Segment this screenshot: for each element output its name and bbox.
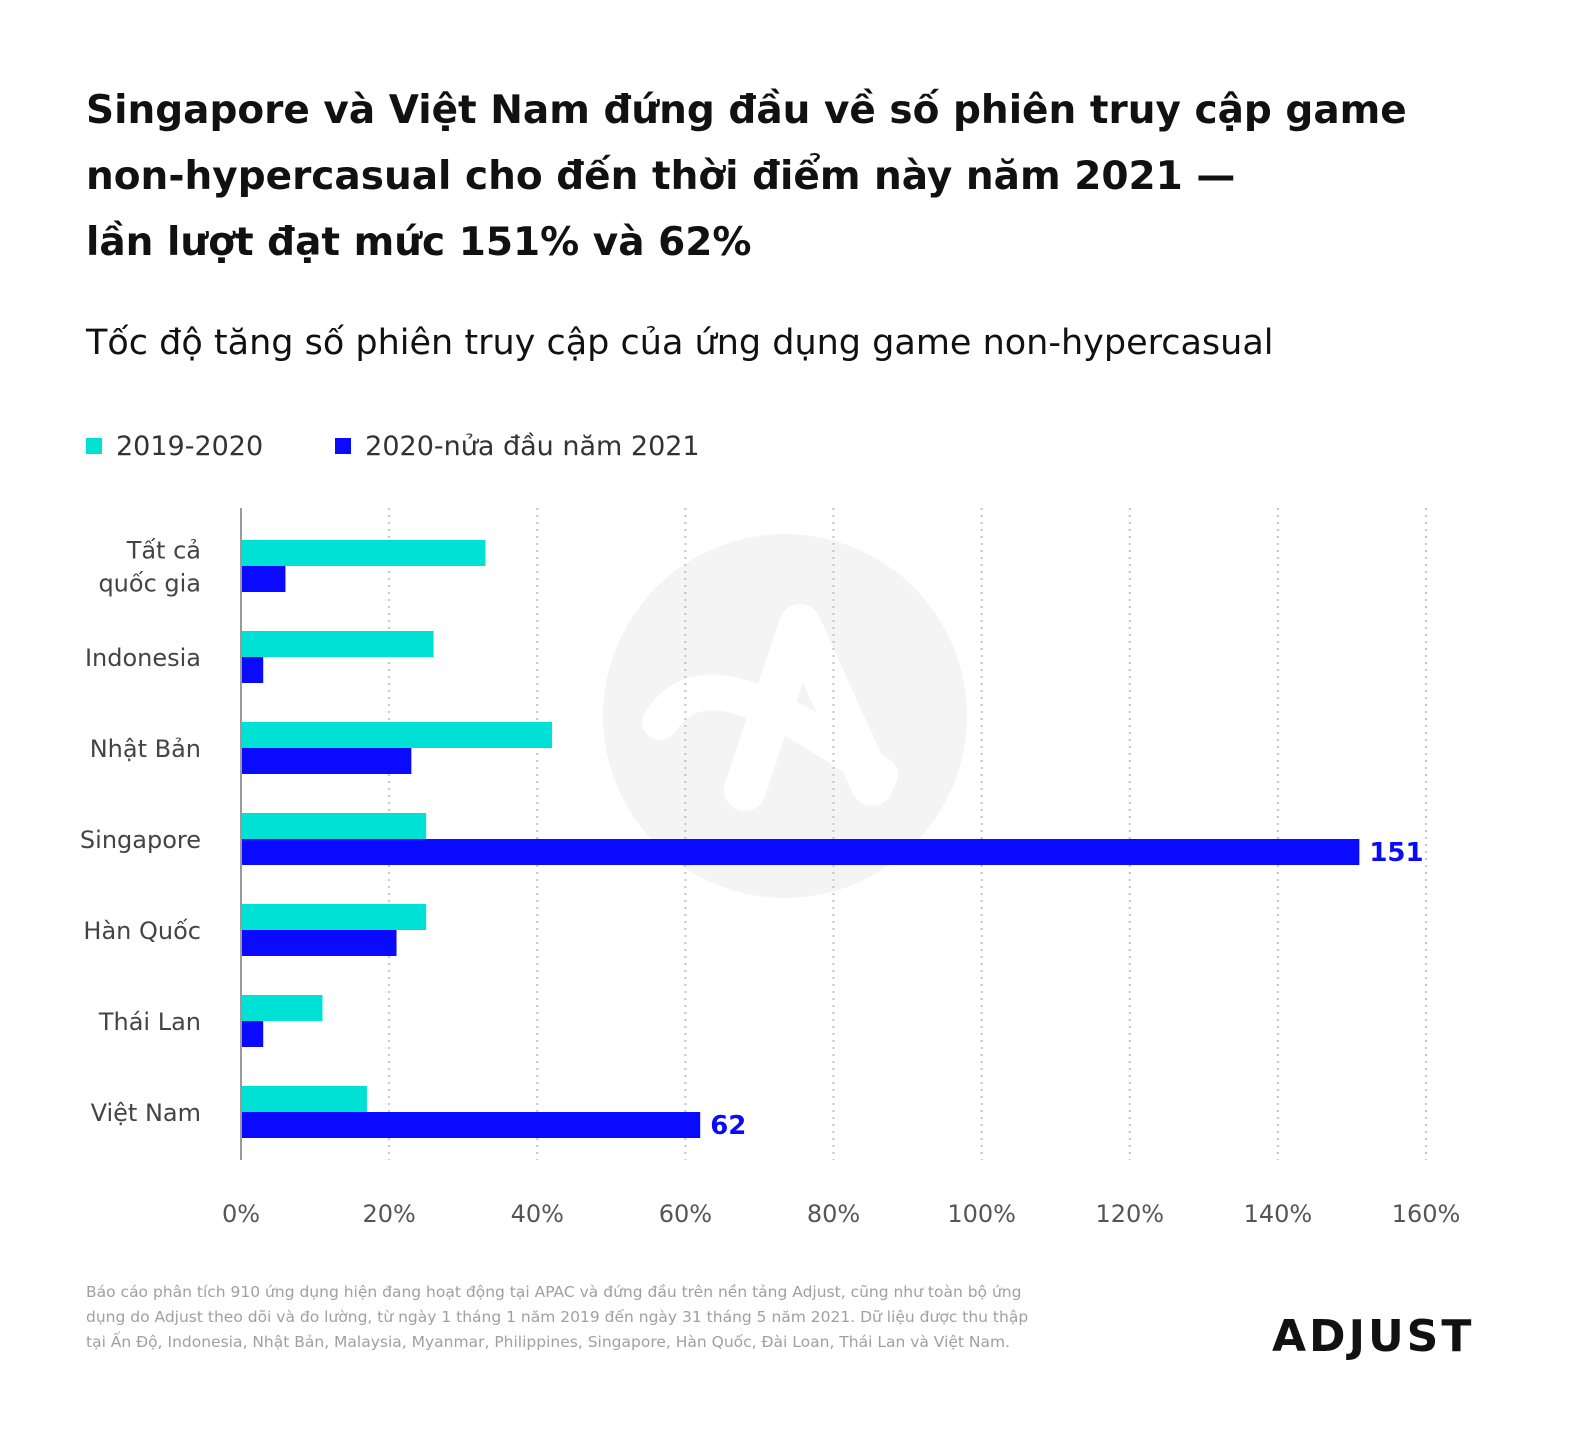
footnote: Báo cáo phân tích 910 ứng dụng hiện đang… [86, 1280, 1096, 1355]
legend-item-2019-2020: 2019-2020 [86, 431, 263, 462]
brand-wordmark: ADJUST [1272, 1311, 1474, 1362]
legend-item-2020-2021: 2020-nửa đầu năm 2021 [335, 430, 700, 462]
x-tick-label: 140% [1244, 1200, 1313, 1228]
bars [242, 540, 1360, 1138]
category-label: Nhật Bản [90, 735, 201, 763]
watermark-logo [603, 534, 967, 898]
bar [242, 930, 397, 956]
bar [242, 1021, 264, 1047]
x-tick-label: 60% [659, 1200, 712, 1228]
category-label: Indonesia [85, 644, 201, 672]
bar [242, 657, 264, 683]
data-labels: 151 62 [710, 838, 1423, 1141]
category-label: Thái Lan [98, 1008, 201, 1036]
chart-title: Singapore và Việt Nam đứng đầu về số phi… [86, 78, 1466, 276]
bar [242, 839, 1360, 865]
data-label: 62 [710, 1111, 746, 1141]
bar [242, 748, 412, 774]
category-label: Singapore [80, 826, 201, 854]
data-label: 151 [1369, 838, 1423, 868]
legend-label-2020-2021: 2020-nửa đầu năm 2021 [365, 430, 700, 462]
bar-chart: Tất cả quốc gia Indonesia Nhật Bản Singapore… [80, 508, 1460, 1228]
bar [242, 904, 427, 930]
bar [242, 566, 286, 592]
footnote-line-3: tại Ấn Độ, Indonesia, Nhật Bản, Malaysia… [86, 1333, 1011, 1351]
category-labels: Tất cả quốc gia Indonesia Nhật Bản Singapore… [80, 537, 201, 1128]
bar [242, 1112, 701, 1138]
category-label: Việt Nam [91, 1099, 201, 1127]
category-label: Tất cả [126, 537, 201, 565]
x-axis-ticks: 0% 20% 40% 60% 80% 100% 120% 140% 160% [222, 1200, 1460, 1228]
chart-title-line-1: Singapore và Việt Nam đứng đầu về số phi… [86, 88, 1407, 133]
legend-swatch-2020-2021 [335, 438, 352, 454]
legend-swatch-2019-2020 [86, 438, 102, 454]
footnote-line-1: Báo cáo phân tích 910 ứng dụng hiện đang… [86, 1283, 1022, 1301]
bar [242, 1086, 367, 1112]
chart-subtitle: Tốc độ tăng số phiên truy cập của ứng dụ… [86, 323, 1274, 363]
adjust-logo: ADJUST [1272, 1311, 1474, 1362]
footnote-line-2: dụng do Adjust theo dõi và đo lường, từ … [86, 1308, 1029, 1326]
legend-label-2019-2020: 2019-2020 [116, 430, 264, 462]
bar [242, 995, 323, 1021]
x-tick-label: 40% [511, 1200, 564, 1228]
chart-title-line-3: lần lượt đạt mức 151% và 62% [86, 220, 752, 265]
legend: 2019-2020 2020-nửa đầu năm 2021 [86, 426, 772, 466]
bar [242, 722, 553, 748]
chart-title-line-2: non-hypercasual cho đến thời điểm này nă… [86, 154, 1236, 199]
x-tick-label: 0% [222, 1200, 260, 1228]
bar [242, 631, 434, 657]
x-tick-label: 80% [807, 1200, 860, 1228]
x-tick-label: 160% [1392, 1200, 1461, 1228]
category-label: quốc gia [98, 570, 201, 598]
x-tick-label: 120% [1095, 1200, 1164, 1228]
bar [242, 540, 486, 566]
x-tick-label: 20% [362, 1200, 415, 1228]
bar [242, 813, 427, 839]
category-label: Hàn Quốc [83, 917, 201, 945]
x-tick-label: 100% [947, 1200, 1016, 1228]
